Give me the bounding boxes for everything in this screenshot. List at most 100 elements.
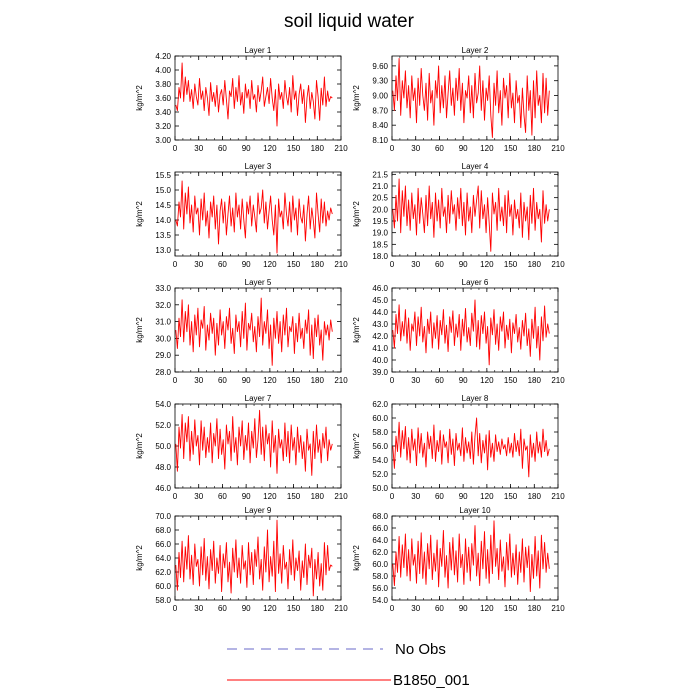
y-tick-label: 42.0 [372,332,388,341]
x-tick-label: 0 [390,260,395,269]
y-tick-label: 54.0 [372,456,388,465]
x-tick-label: 0 [390,376,395,385]
y-tick-label: 62.0 [155,568,171,577]
y-tick-label: 21.0 [372,182,388,191]
x-tick-label: 150 [504,144,518,153]
y-tick-label: 4.20 [155,52,171,61]
x-tick-label: 210 [334,144,348,153]
y-tick-label: 18.5 [372,240,388,249]
y-tick-label: 45.0 [372,296,388,305]
x-tick-label: 210 [551,260,565,269]
y-tick-label: 60.0 [372,560,388,569]
y-tick-label: 48.0 [155,463,171,472]
x-tick-label: 30 [194,376,203,385]
y-tick-label: 13.0 [155,246,171,255]
x-tick-label: 210 [334,376,348,385]
panel-layer-10: Layer 10 kg/m^2 0 30 60 90 120 150 180 210 54.0 56.… [352,506,565,613]
plot-frame [174,403,342,489]
y-tick-label: 8.70 [372,106,388,115]
x-tick-label: 180 [311,144,325,153]
y-tick-label: 8.10 [372,136,388,145]
x-tick-label: 210 [551,376,565,385]
x-tick-label: 180 [311,492,325,501]
x-tick-label: 30 [411,492,420,501]
x-tick-label: 180 [528,260,542,269]
x-tick-label: 60 [435,492,444,501]
panels: Layer 1 kg/m^2 0 30 60 90 120 150 180 210 3.00 3.20… [135,46,565,613]
x-tick-label: 120 [480,260,494,269]
y-tick-label: 60.0 [155,582,171,591]
y-tick-label: 41.0 [372,344,388,353]
y-tick-label: 29.0 [155,351,171,360]
y-tick-label: 19.5 [372,217,388,226]
panel-layer-1: Layer 1 kg/m^2 0 30 60 90 120 150 180 210 3.00 3.20… [135,46,348,153]
y-tick-label: 3.00 [155,136,171,145]
y-tick-label: 15.0 [155,186,171,195]
x-tick-label: 30 [194,260,203,269]
legend-label-b1850: B1850_001 [393,672,470,689]
series-line [175,409,333,476]
x-tick-label: 150 [504,260,518,269]
panel-layer-2: Layer 2 kg/m^2 0 30 60 90 120 150 180 210 8.10 8.40… [352,46,565,153]
series-line [175,519,333,597]
x-tick-label: 210 [334,260,348,269]
x-tick-label: 60 [435,604,444,613]
y-tick-label: 8.40 [372,121,388,130]
x-tick-label: 90 [459,144,468,153]
x-tick-label: 90 [242,492,251,501]
panel-title: Layer 9 [245,506,272,515]
y-tick-label: 40.0 [372,356,388,365]
x-tick-label: 60 [435,144,444,153]
y-tick-label: 62.0 [372,400,388,409]
plot-frame [391,55,559,141]
y-tick-label: 52.0 [372,470,388,479]
y-axis-label: kg/m^2 [352,317,361,343]
panel-layer-5: Layer 5 kg/m^2 0 30 60 90 120 150 180 210 28.0 29.0… [135,278,348,385]
x-tick-label: 120 [263,376,277,385]
x-tick-label: 90 [242,604,251,613]
panel-title: Layer 1 [245,46,272,55]
panel-layer-3: Layer 3 kg/m^2 0 30 60 90 120 150 180 210 13.0 13.5… [135,162,348,269]
panel-title: Layer 2 [462,46,489,55]
y-axis-label: kg/m^2 [352,85,361,111]
series-line [392,178,550,252]
x-tick-label: 180 [311,260,325,269]
y-tick-label: 66.0 [155,540,171,549]
x-tick-label: 150 [287,492,301,501]
y-tick-label: 33.0 [155,284,171,293]
x-tick-label: 180 [311,604,325,613]
y-axis-label: kg/m^2 [135,201,144,227]
panel-layer-4: Layer 4 kg/m^2 0 30 60 90 120 150 180 210 18.0 18.5… [352,162,565,269]
y-tick-label: 32.0 [155,301,171,310]
x-tick-label: 90 [459,604,468,613]
series-line [392,299,550,366]
y-tick-label: 46.0 [372,284,388,293]
x-tick-label: 120 [263,260,277,269]
y-tick-label: 19.0 [372,229,388,238]
x-tick-label: 120 [480,144,494,153]
plot-frame [174,287,342,373]
legend: No Obs B1850_001 [227,641,470,689]
x-tick-label: 90 [459,492,468,501]
x-tick-label: 0 [390,492,395,501]
y-tick-label: 44.0 [372,308,388,317]
y-tick-label: 70.0 [155,512,171,521]
x-tick-label: 30 [411,260,420,269]
x-tick-label: 90 [242,144,251,153]
x-tick-label: 150 [504,492,518,501]
y-tick-label: 13.5 [155,231,171,240]
x-tick-label: 60 [218,376,227,385]
x-tick-label: 210 [334,604,348,613]
y-axis-label: kg/m^2 [135,85,144,111]
y-tick-label: 54.0 [372,596,388,605]
y-tick-label: 3.20 [155,122,171,131]
x-tick-label: 180 [528,376,542,385]
y-tick-label: 58.0 [155,596,171,605]
x-tick-label: 150 [504,604,518,613]
x-tick-label: 150 [287,604,301,613]
y-tick-label: 9.00 [372,92,388,101]
y-tick-label: 14.5 [155,201,171,210]
x-tick-label: 120 [480,604,494,613]
y-tick-label: 39.0 [372,368,388,377]
y-tick-label: 52.0 [155,421,171,430]
